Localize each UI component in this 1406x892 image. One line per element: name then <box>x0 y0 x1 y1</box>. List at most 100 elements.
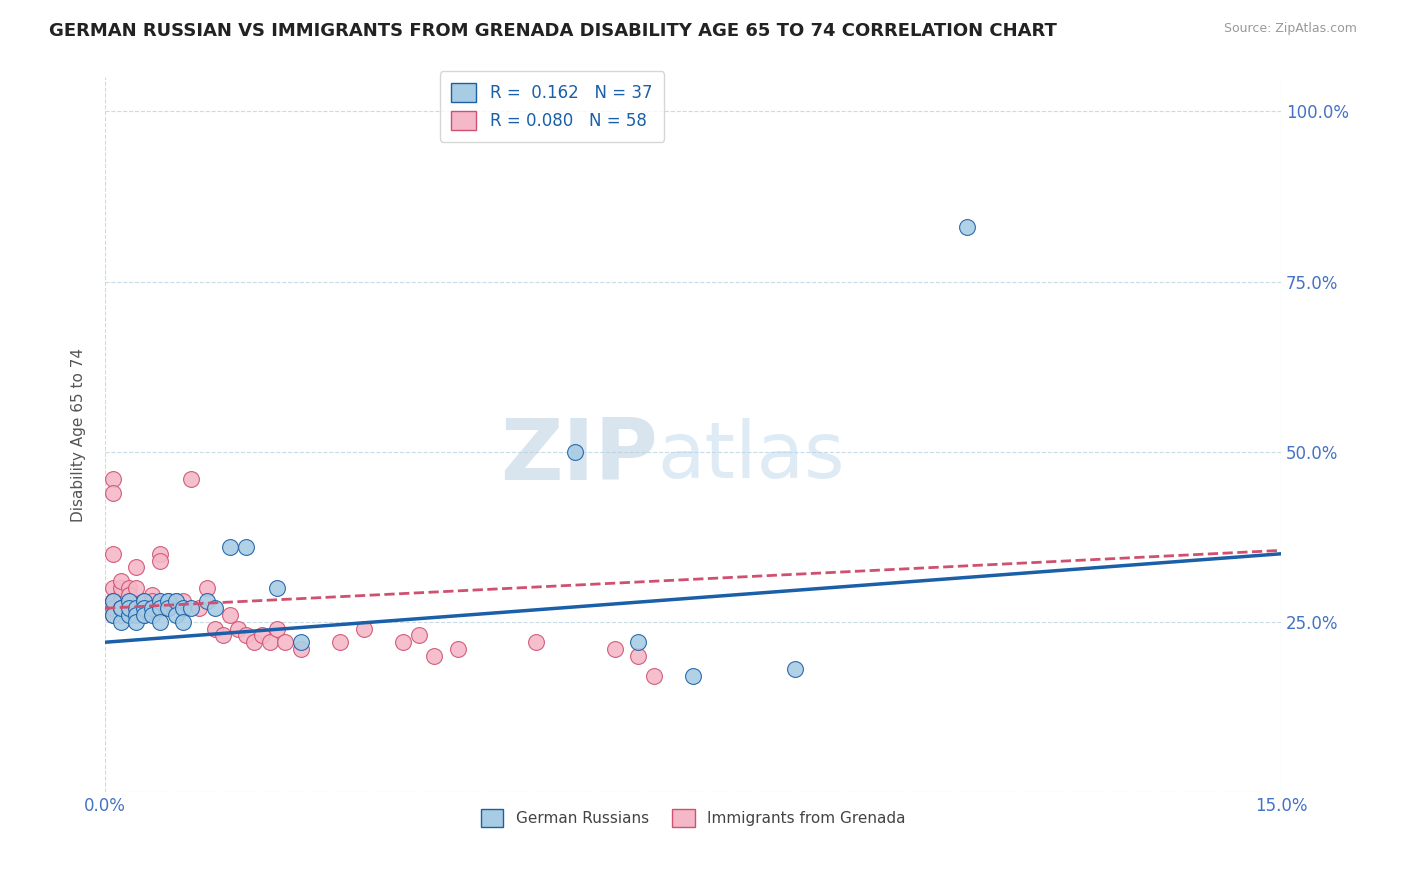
Point <box>219 540 242 554</box>
Text: Source: ZipAtlas.com: Source: ZipAtlas.com <box>1223 22 1357 36</box>
Point <box>117 594 139 608</box>
Point <box>204 601 226 615</box>
Point <box>603 642 626 657</box>
Point <box>188 601 211 615</box>
Point <box>165 594 187 608</box>
Point <box>149 547 172 561</box>
Point <box>956 220 979 235</box>
Point <box>134 594 156 608</box>
Point <box>110 607 132 622</box>
Point <box>156 601 179 615</box>
Point <box>149 601 172 615</box>
Point <box>117 581 139 595</box>
Point <box>195 581 218 595</box>
Point <box>290 642 312 657</box>
Point <box>117 601 139 615</box>
Point <box>408 628 430 642</box>
Point <box>125 560 148 574</box>
Point <box>235 540 257 554</box>
Point <box>180 601 202 615</box>
Point <box>141 594 163 608</box>
Point <box>627 635 650 649</box>
Point <box>392 635 415 649</box>
Point <box>101 607 124 622</box>
Point <box>141 601 163 615</box>
Point <box>125 581 148 595</box>
Point <box>195 594 218 608</box>
Point <box>149 553 172 567</box>
Point <box>783 663 806 677</box>
Point <box>156 594 179 608</box>
Point <box>134 601 156 615</box>
Point <box>141 588 163 602</box>
Point <box>274 635 297 649</box>
Point <box>125 607 148 622</box>
Point <box>110 594 132 608</box>
Point <box>125 601 148 615</box>
Point <box>524 635 547 649</box>
Point <box>149 594 172 608</box>
Point <box>564 444 586 458</box>
Point <box>172 615 194 629</box>
Point <box>101 485 124 500</box>
Point <box>353 622 375 636</box>
Point <box>423 648 446 663</box>
Y-axis label: Disability Age 65 to 74: Disability Age 65 to 74 <box>72 348 86 522</box>
Point <box>110 601 132 615</box>
Point <box>117 588 139 602</box>
Point <box>101 601 124 615</box>
Point <box>235 628 257 642</box>
Point <box>243 635 266 649</box>
Point <box>329 635 352 649</box>
Point <box>643 669 665 683</box>
Point <box>141 607 163 622</box>
Point <box>125 601 148 615</box>
Point <box>172 594 194 608</box>
Point <box>266 581 288 595</box>
Point <box>101 581 124 595</box>
Point <box>110 615 132 629</box>
Point <box>226 622 249 636</box>
Point <box>110 581 132 595</box>
Point <box>101 547 124 561</box>
Point <box>101 594 124 608</box>
Point <box>149 615 172 629</box>
Text: atlas: atlas <box>658 418 845 494</box>
Point <box>117 594 139 608</box>
Point <box>266 622 288 636</box>
Point <box>110 574 132 588</box>
Point <box>259 635 281 649</box>
Point <box>290 635 312 649</box>
Text: ZIP: ZIP <box>501 415 658 498</box>
Point <box>134 607 156 622</box>
Point <box>219 607 242 622</box>
Point <box>117 607 139 622</box>
Text: GERMAN RUSSIAN VS IMMIGRANTS FROM GRENADA DISABILITY AGE 65 TO 74 CORRELATION CH: GERMAN RUSSIAN VS IMMIGRANTS FROM GRENAD… <box>49 22 1057 40</box>
Point <box>447 642 470 657</box>
Point <box>117 601 139 615</box>
Point <box>101 607 124 622</box>
Point <box>172 601 194 615</box>
Point <box>125 615 148 629</box>
Point <box>110 601 132 615</box>
Point <box>156 594 179 608</box>
Point <box>180 472 202 486</box>
Point <box>165 607 187 622</box>
Point <box>110 601 132 615</box>
Point <box>627 648 650 663</box>
Point <box>101 601 124 615</box>
Point <box>250 628 273 642</box>
Point <box>101 594 124 608</box>
Point <box>134 594 156 608</box>
Point <box>165 594 187 608</box>
Point <box>682 669 704 683</box>
Point <box>101 472 124 486</box>
Point <box>211 628 233 642</box>
Point <box>134 601 156 615</box>
Point <box>134 607 156 622</box>
Point <box>172 601 194 615</box>
Point <box>110 588 132 602</box>
Point <box>101 594 124 608</box>
Point <box>156 601 179 615</box>
Legend: German Russians, Immigrants from Grenada: German Russians, Immigrants from Grenada <box>472 801 912 834</box>
